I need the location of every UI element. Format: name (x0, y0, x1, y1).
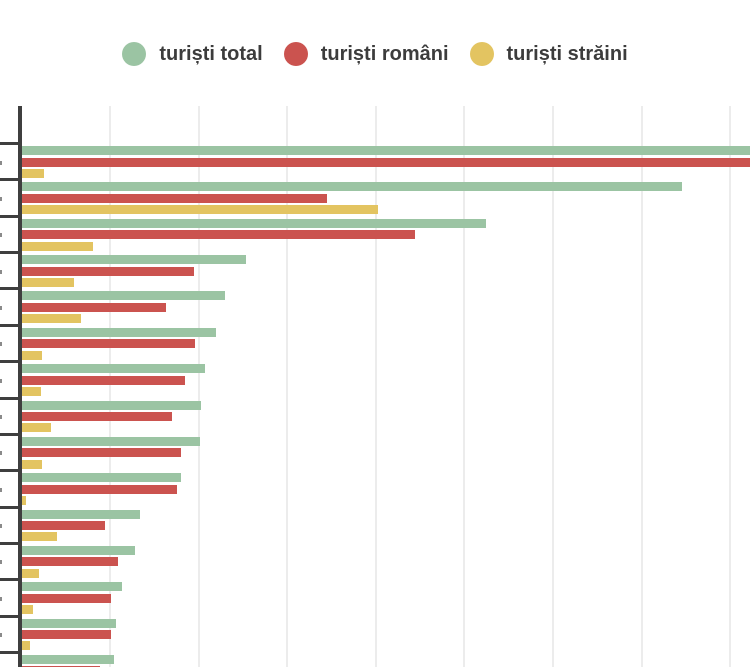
y-axis-tick (0, 142, 18, 145)
bar-straini-row-3[interactable] (22, 241, 93, 251)
bar-total-row-13[interactable] (22, 582, 122, 592)
cropped-category-label-fragment (0, 451, 2, 456)
y-axis-tick (0, 178, 18, 182)
legend-marker-romani-icon (283, 42, 308, 66)
bar-total-row-3[interactable] (22, 218, 486, 228)
x-gridline (286, 106, 288, 667)
cropped-category-label-fragment (0, 342, 2, 347)
bar-total-row-1[interactable] (22, 146, 750, 155)
cropped-category-label-fragment (0, 487, 2, 492)
cropped-category-label-fragment (0, 269, 2, 274)
x-gridline (198, 106, 200, 667)
bar-straini-row-9[interactable] (22, 459, 42, 469)
cropped-category-label-fragment (0, 160, 2, 165)
x-gridline (552, 106, 554, 667)
legend-item-turisti-straini[interactable]: turiști străini (469, 42, 628, 66)
legend-marker-total-icon (122, 42, 147, 66)
y-axis-tick (0, 505, 18, 509)
cropped-category-label-fragment (0, 415, 2, 419)
bar-total-row-7[interactable] (22, 364, 205, 374)
y-axis-line (18, 106, 22, 667)
bar-total-row-2[interactable] (22, 182, 682, 192)
bar-total-row-5[interactable] (22, 291, 225, 301)
bar-romani-row-11[interactable] (22, 521, 105, 530)
bar-total-row-8[interactable] (22, 400, 201, 410)
bar-romani-row-12[interactable] (22, 557, 118, 567)
bar-romani-row-3[interactable] (22, 230, 415, 240)
cropped-category-label-fragment (0, 524, 2, 528)
y-axis-tick (0, 578, 18, 582)
cropped-category-label-fragment (0, 596, 2, 601)
y-axis-tick (0, 541, 18, 545)
y-axis-tick (0, 650, 18, 654)
bar-romani-row-1[interactable] (22, 157, 750, 167)
cropped-category-label-fragment (0, 560, 2, 565)
cropped-category-label-fragment (0, 633, 2, 637)
legend-marker-straini-icon (469, 42, 494, 66)
cropped-category-label-fragment (0, 233, 2, 238)
bar-total-row-12[interactable] (22, 545, 135, 555)
bar-straini-row-2[interactable] (22, 205, 378, 215)
x-gridline (729, 106, 731, 667)
bar-romani-row-6[interactable] (22, 339, 195, 349)
bar-romani-row-5[interactable] (22, 302, 166, 312)
y-axis-tick (0, 360, 18, 364)
bar-romani-row-4[interactable] (22, 266, 194, 276)
y-axis-tick (0, 396, 18, 400)
bar-straini-row-8[interactable] (22, 423, 51, 433)
y-axis-tick (0, 469, 18, 473)
bar-total-row-11[interactable] (22, 509, 140, 519)
x-gridline (463, 106, 465, 667)
bar-straini-row-7[interactable] (22, 386, 41, 396)
x-gridline (375, 106, 377, 667)
y-axis-tick (0, 432, 18, 436)
bar-straini-row-5[interactable] (22, 314, 81, 324)
bar-straini-row-1[interactable] (22, 168, 44, 178)
bar-straini-row-4[interactable] (22, 277, 74, 287)
bar-straini-row-10[interactable] (22, 496, 26, 505)
legend-label-romani: turiști români (320, 42, 449, 65)
cropped-category-label-fragment (0, 196, 2, 201)
bar-straini-row-12[interactable] (22, 568, 39, 578)
bar-total-row-10[interactable] (22, 473, 181, 483)
bar-total-row-15[interactable] (22, 654, 114, 664)
bar-romani-row-10[interactable] (22, 484, 177, 494)
cropped-category-label-fragment (0, 305, 2, 310)
y-axis-tick (0, 614, 18, 618)
bar-romani-row-7[interactable] (22, 375, 185, 385)
chart-legend: turiști total turiști români turiști str… (0, 42, 750, 66)
bar-romani-row-9[interactable] (22, 448, 181, 458)
legend-label-straini: turiști străini (506, 42, 628, 65)
x-gridline (109, 106, 111, 667)
bar-straini-row-14[interactable] (22, 641, 30, 651)
bar-romani-row-2[interactable] (22, 193, 327, 203)
bar-total-row-14[interactable] (22, 618, 116, 628)
bar-romani-row-8[interactable] (22, 412, 172, 421)
bar-straini-row-6[interactable] (22, 350, 42, 360)
y-axis-tick (0, 214, 18, 218)
bar-straini-row-11[interactable] (22, 532, 57, 542)
legend-label-total: turiști total (159, 42, 263, 65)
bar-romani-row-13[interactable] (22, 593, 111, 603)
cropped-category-label-fragment (0, 378, 2, 383)
bar-total-row-9[interactable] (22, 436, 200, 446)
legend-item-turisti-total[interactable]: turiști total (122, 42, 263, 66)
y-axis-tick (0, 287, 18, 291)
bar-romani-row-14[interactable] (22, 630, 111, 639)
y-axis-tick (0, 323, 18, 327)
y-axis-tick (0, 251, 18, 255)
bar-straini-row-13[interactable] (22, 605, 33, 614)
bar-total-row-6[interactable] (22, 327, 216, 337)
legend-item-turisti-romani[interactable]: turiști români (283, 42, 449, 66)
bar-total-row-4[interactable] (22, 255, 246, 265)
x-gridline (641, 106, 643, 667)
